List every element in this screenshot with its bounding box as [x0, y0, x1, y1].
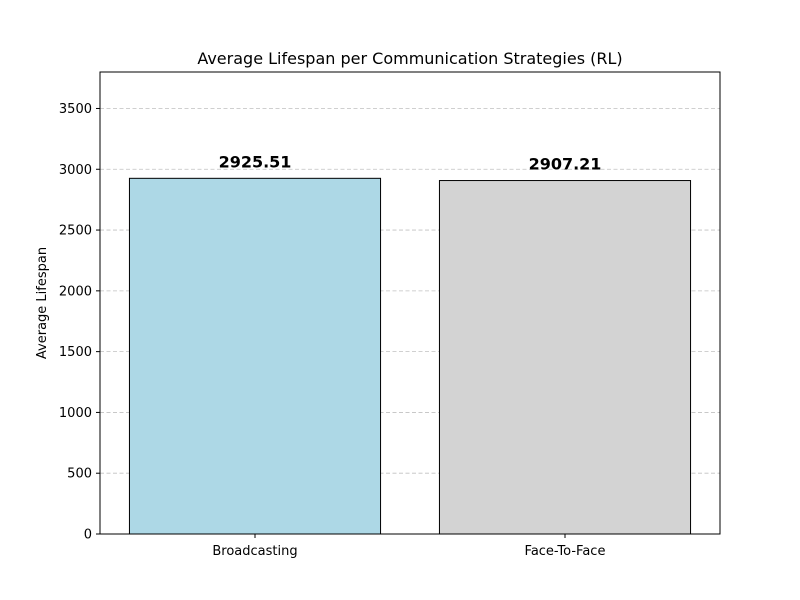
axis-ticks: 0 500 1000 1500 2000 2500 3000 3500 Broadcasting… [59, 102, 606, 559]
bar-face-to-face [438, 180, 692, 535]
chart-title: Average Lifespan per Communication Strat… [197, 49, 622, 68]
x-tick-label: Face-To-Face [525, 544, 606, 559]
y-tick-label: 3000 [59, 163, 92, 178]
x-tick-label: Broadcasting [212, 544, 297, 559]
y-tick-label: 2000 [59, 284, 92, 299]
y-tick-label: 2500 [59, 224, 92, 239]
y-tick-label: 1500 [59, 345, 92, 360]
bar-value-label: 2925.51 [219, 152, 292, 171]
value-labels: 2925.51 2907.21 [219, 152, 602, 173]
y-tick-label: 3500 [59, 102, 92, 117]
plot-frame [99, 71, 721, 535]
bar-value-label: 2907.21 [529, 155, 602, 174]
y-tick-label: 500 [67, 467, 92, 482]
bar-broadcasting [128, 177, 382, 535]
y-tick-label: 1000 [59, 406, 92, 421]
y-tick-label: 0 [84, 528, 92, 543]
y-axis-title: Average Lifespan [35, 247, 50, 359]
bars [128, 177, 692, 535]
